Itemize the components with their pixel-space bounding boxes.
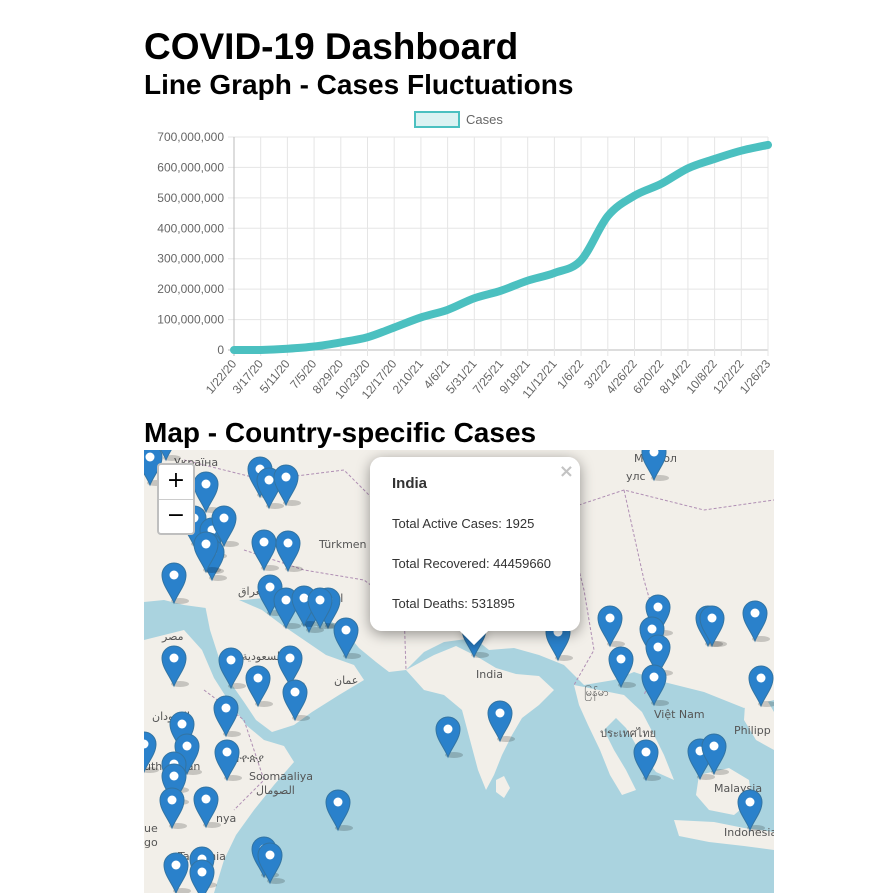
map-label: Việt Nam [654, 708, 705, 721]
country-marker-icon[interactable] [273, 464, 301, 507]
map-label: go [144, 836, 158, 849]
country-marker-icon[interactable] [333, 617, 361, 660]
map-label: السعودية [242, 650, 283, 663]
land-india [406, 646, 554, 790]
country-marker-icon[interactable] [257, 842, 285, 885]
country-marker-icon[interactable] [144, 731, 159, 774]
land-philippines [744, 690, 774, 750]
cases-line-chart: Cases 700,000,000 600,000,000 500,000,000 4… [157, 111, 774, 402]
zoom-control: + − [157, 463, 195, 535]
legend-label-cases: Cases [466, 112, 503, 127]
country-marker-icon[interactable] [245, 665, 273, 708]
series-line-cases [230, 140, 772, 355]
popup-content: × India Total Active Cases: 1925 Total R… [370, 457, 580, 631]
map-label: India [476, 668, 503, 681]
country-marker-icon[interactable] [213, 695, 241, 738]
y-tick-label: 400,000,000 [157, 221, 224, 235]
country-marker-icon[interactable] [748, 665, 774, 708]
x-tick-label: 1/6/22 [554, 357, 586, 392]
country-marker-icon[interactable] [211, 505, 239, 548]
popup-active-cases: Total Active Cases: 1925 [392, 516, 535, 531]
map-label: عمان [334, 674, 358, 687]
land-indonesia [674, 820, 774, 850]
x-tick-label: 5/11/20 [257, 357, 293, 396]
country-marker-icon[interactable] [189, 859, 217, 893]
popup-deaths: Total Deaths: 531895 [392, 596, 515, 611]
country-popup: × India Total Active Cases: 1925 Total R… [370, 457, 580, 646]
map-label: nya [216, 812, 236, 825]
y-tick-labels: 700,000,000 600,000,000 500,000,000 400,000… [157, 130, 224, 357]
map-label: улс [626, 470, 646, 483]
y-tick-label: 200,000,000 [157, 282, 224, 296]
land-sri-lanka [496, 776, 510, 798]
country-marker-icon[interactable] [251, 529, 279, 572]
country-marker-icon[interactable] [275, 530, 303, 573]
popup-country-name: India [392, 475, 428, 492]
country-marker-icon[interactable] [193, 786, 221, 829]
map-section-title: Map - Country-specific Cases [144, 417, 537, 448]
y-tick-label: 0 [217, 343, 224, 357]
legend-swatch-cases [414, 111, 460, 128]
map-label: Philipp [734, 724, 771, 737]
country-marker-icon[interactable] [641, 450, 669, 482]
country-marker-icon[interactable] [307, 587, 335, 630]
country-marker-icon[interactable] [159, 787, 187, 830]
zoom-in-button[interactable]: + [159, 465, 193, 500]
country-marker-icon[interactable] [608, 646, 636, 689]
map-label: Indonesia [724, 826, 774, 839]
country-marker-icon[interactable] [701, 733, 729, 776]
country-map[interactable]: Україна Türkmen ایران العراق السعودية عم… [144, 450, 774, 893]
map-label: Türkmen [318, 538, 367, 551]
country-marker-icon[interactable] [163, 852, 191, 893]
country-marker-icon[interactable] [282, 679, 310, 722]
country-marker-icon[interactable] [641, 664, 669, 707]
zoom-out-button[interactable]: − [166, 503, 186, 528]
popup-recovered: Total Recovered: 44459660 [392, 556, 552, 571]
country-marker-icon[interactable] [214, 739, 242, 782]
x-tick-labels: 1/22/203/17/205/11/207/5/208/29/2010/23/… [203, 357, 774, 402]
y-tick-label: 300,000,000 [157, 252, 224, 266]
country-marker-icon[interactable] [193, 531, 221, 574]
country-marker-icon[interactable] [487, 700, 515, 743]
y-tick-label: 600,000,000 [157, 160, 224, 174]
map-label: مصر [161, 630, 184, 643]
country-marker-icon[interactable] [742, 600, 770, 643]
map-label: Soomaaliya [249, 770, 313, 783]
country-marker-icon[interactable] [737, 789, 765, 832]
country-marker-icon[interactable] [633, 739, 661, 782]
country-marker-icon[interactable] [161, 645, 189, 688]
dashboard-title: COVID-19 Dashboard [144, 26, 519, 67]
country-marker-icon[interactable] [218, 647, 246, 690]
y-tick-label: 100,000,000 [157, 313, 224, 327]
map-label: ue [144, 822, 158, 835]
land-southeast-asia [574, 685, 674, 795]
chart-legend[interactable]: Cases [414, 111, 503, 128]
map-label: မြန်မာ [584, 685, 609, 701]
popup-close-button[interactable]: × [558, 461, 574, 482]
y-tick-label: 700,000,000 [157, 130, 224, 144]
country-marker-icon[interactable] [161, 562, 189, 605]
country-marker-icon[interactable] [699, 605, 727, 648]
y-tick-label: 500,000,000 [157, 191, 224, 205]
map-base-layer[interactable]: Україна Türkmen ایران العراق السعودية عم… [144, 450, 774, 893]
map-label: الصومال [256, 784, 295, 797]
country-marker-icon[interactable] [435, 716, 463, 759]
country-marker-icon[interactable] [154, 450, 181, 462]
map-label: ประเทศไทย [600, 727, 656, 740]
line-graph-title: Line Graph - Cases Fluctuations [144, 69, 574, 100]
country-marker-icon[interactable] [597, 605, 625, 648]
country-marker-icon[interactable] [325, 789, 353, 832]
